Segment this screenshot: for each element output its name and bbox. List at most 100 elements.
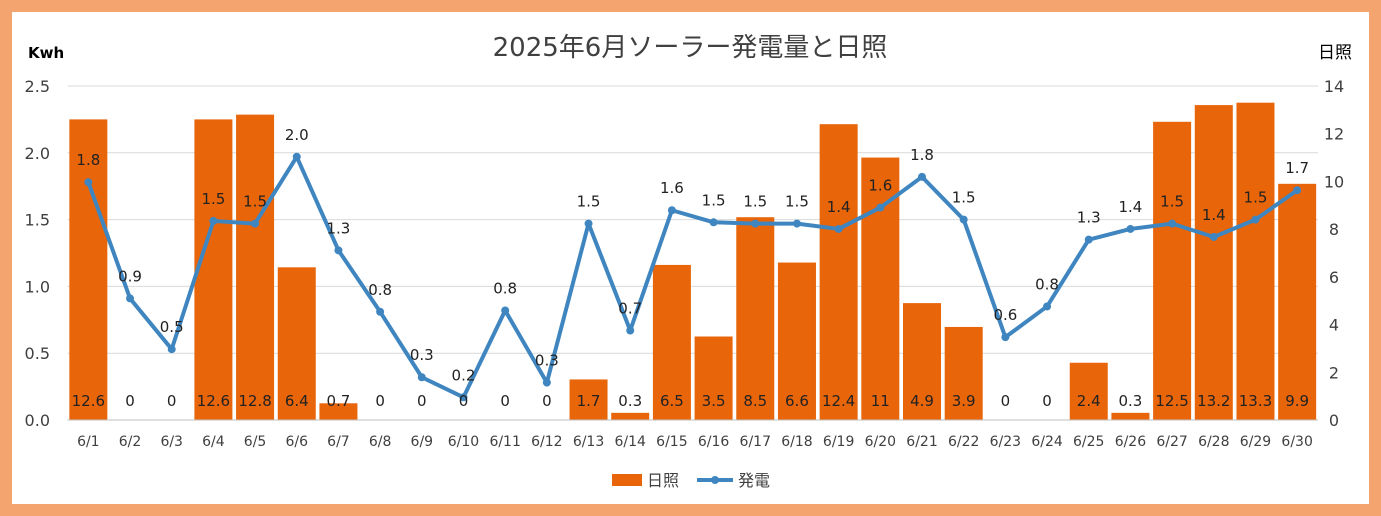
sunshine-bar [69, 119, 108, 421]
sunshine-data-label: 12.4 [822, 392, 855, 410]
x-tick-label: 6/15 [656, 434, 687, 450]
right-tick-label: 0 [1329, 411, 1339, 430]
legend-generation-label: 発電 [738, 471, 770, 490]
sunshine-data-label: 1.7 [577, 392, 601, 410]
sunshine-bar [277, 267, 316, 420]
x-tick-label: 6/16 [698, 434, 730, 450]
x-tick-label: 6/8 [369, 434, 392, 450]
sunshine-bar [1194, 105, 1233, 420]
sunshine-data-label: 0 [417, 392, 427, 410]
left-tick-label: 1.5 [25, 211, 50, 230]
right-tick-label: 10 [1324, 172, 1344, 191]
generation-data-label: 2.0 [285, 126, 309, 144]
sunshine-bar [611, 412, 650, 420]
sunshine-data-label: 13.3 [1239, 392, 1272, 410]
x-tick-label: 6/22 [948, 434, 979, 450]
sunshine-bar [861, 157, 900, 421]
x-tick-label: 6/14 [614, 434, 646, 450]
generation-data-label: 1.3 [1077, 209, 1101, 227]
legend-bar-swatch [612, 474, 642, 486]
right-tick-label: 8 [1329, 220, 1339, 239]
generation-point [292, 152, 301, 161]
sunshine-data-label: 12.6 [72, 392, 105, 410]
x-tick-label: 6/4 [202, 434, 225, 450]
sunshine-data-label: 0.3 [618, 392, 642, 410]
generation-point [334, 246, 343, 255]
sunshine-data-label: 12.8 [238, 392, 271, 410]
right-axis-label: 日照 [1318, 43, 1352, 63]
generation-point [1043, 302, 1052, 311]
right-tick-label: 2 [1329, 363, 1339, 382]
sunshine-data-label: 0 [459, 392, 469, 410]
sunshine-bar [1111, 412, 1150, 420]
generation-point [1084, 235, 1093, 244]
sunshine-data-label: 0 [167, 392, 177, 410]
left-axis-label: Kwh [28, 44, 64, 62]
x-tick-label: 6/21 [906, 434, 937, 450]
x-tick-label: 6/9 [411, 434, 434, 450]
sunshine-bar [819, 124, 858, 421]
sunshine-bar [944, 326, 983, 420]
generation-data-label: 0.8 [1035, 275, 1059, 293]
generation-line [86, 154, 1299, 400]
right-tick-label: 12 [1324, 125, 1344, 144]
x-tick-label: 6/17 [740, 434, 771, 450]
generation-point [751, 219, 760, 228]
generation-data-label: 1.5 [1244, 189, 1268, 207]
sunshine-data-label: 0.7 [327, 392, 351, 410]
x-tick-label: 6/6 [285, 434, 308, 450]
sunshine-bar [194, 119, 233, 421]
generation-point [84, 178, 93, 187]
x-tick-label: 6/3 [160, 434, 183, 450]
sunshine-data-label: 3.9 [952, 392, 976, 410]
generation-data-label: 1.8 [910, 146, 934, 164]
x-tick-label: 6/26 [1115, 434, 1147, 450]
legend-sunshine-label: 日照 [647, 471, 679, 490]
generation-data-label: 0.9 [118, 267, 142, 285]
sunshine-data-label: 0 [542, 392, 552, 410]
x-tick-label: 6/25 [1073, 434, 1104, 450]
generation-point [417, 373, 426, 382]
generation-point [459, 393, 468, 402]
sunshine-data-label: 12.5 [1155, 392, 1188, 410]
sunshine-data-label: 11 [871, 392, 890, 410]
sunshine-data-label: 13.2 [1197, 392, 1230, 410]
generation-point [167, 345, 176, 354]
sunshine-bar [236, 114, 275, 420]
sunshine-data-label: 6.4 [285, 392, 309, 410]
sunshine-data-label: 12.6 [197, 392, 230, 410]
generation-point [1209, 232, 1218, 241]
sunshine-bar [319, 403, 358, 420]
generation-data-label: 1.5 [952, 189, 976, 207]
generation-point [1168, 219, 1177, 228]
x-tick-label: 6/13 [573, 434, 604, 450]
x-tick-label: 6/19 [823, 434, 854, 450]
x-tick-label: 6/5 [244, 434, 267, 450]
left-tick-label: 0.5 [25, 344, 50, 363]
generation-point [501, 306, 510, 315]
sunshine-data-label: 3.5 [702, 392, 726, 410]
generation-data-label: 0.3 [410, 346, 434, 364]
x-tick-label: 6/2 [119, 434, 142, 450]
generation-data-label: 1.6 [868, 177, 892, 195]
x-tick-label: 6/28 [1198, 434, 1229, 450]
generation-point [1251, 215, 1260, 224]
x-tick-label: 6/23 [990, 434, 1021, 450]
generation-data-label: 0.6 [993, 306, 1017, 324]
generation-data-label: 1.8 [76, 151, 100, 169]
generation-point [1001, 333, 1010, 342]
generation-data-label: 0.2 [452, 366, 476, 384]
sunshine-bar [1278, 183, 1317, 420]
sunshine-data-label: 0 [1001, 392, 1011, 410]
x-tick-label: 6/27 [1156, 434, 1187, 450]
x-tick-label: 6/11 [489, 434, 520, 450]
left-tick-label: 1.0 [25, 277, 50, 296]
sunshine-data-label: 8.5 [743, 392, 767, 410]
sunshine-data-label: 0 [375, 392, 385, 410]
generation-data-label: 1.5 [201, 190, 225, 208]
generation-point [709, 218, 718, 227]
sunshine-data-label: 9.9 [1285, 392, 1309, 410]
x-tick-label: 6/24 [1031, 434, 1063, 450]
generation-point [542, 378, 551, 387]
